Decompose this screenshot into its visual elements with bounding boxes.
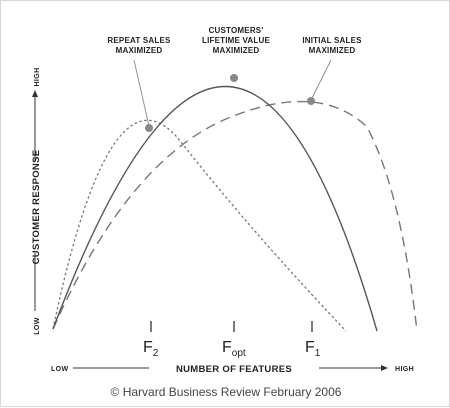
lifetime-value-label-line3: MAXIMIZED: [213, 46, 260, 55]
repeat-sales-max-point: [145, 124, 153, 132]
repeat-sales-label-line2: MAXIMIZED: [116, 46, 163, 55]
initial-sales-curve: [52, 100, 418, 332]
y-axis-arrowhead: [32, 90, 38, 97]
x-axis-arrowhead: [381, 365, 388, 371]
lifetime-value-label-line2: LIFETIME VALUE: [202, 36, 270, 45]
f1-label: F1: [305, 339, 321, 359]
initial-sales-max-point: [307, 97, 315, 105]
x-axis-low-label: LOW: [51, 366, 69, 373]
repeat-sales-label-line1: REPEAT SALES: [107, 36, 171, 45]
fopt-label: Fopt: [222, 339, 246, 359]
repeat-sales-pointer: [133, 59, 150, 127]
copyright-credit: © Harvard Business Review February 2006: [111, 385, 342, 399]
lifetime-value-label-line1: CUSTOMERS': [209, 26, 264, 35]
y-axis-high-label: HIGH: [34, 67, 41, 86]
x-axis-title: NUMBER OF FEATURES: [176, 364, 292, 375]
y-axis-low-label: LOW: [34, 317, 41, 335]
y-axis-title: CUSTOMER RESPONSE: [31, 150, 42, 265]
initial-sales-label-line1: INITIAL SALES: [302, 36, 362, 45]
lifetime-value-curve: [52, 86, 378, 332]
initial-sales-pointer: [311, 59, 332, 99]
lifetime-value-max-point: [230, 74, 238, 82]
x-axis-high-label: HIGH: [395, 366, 414, 373]
f2-label: F2: [143, 339, 159, 359]
initial-sales-label-line2: MAXIMIZED: [309, 46, 356, 55]
